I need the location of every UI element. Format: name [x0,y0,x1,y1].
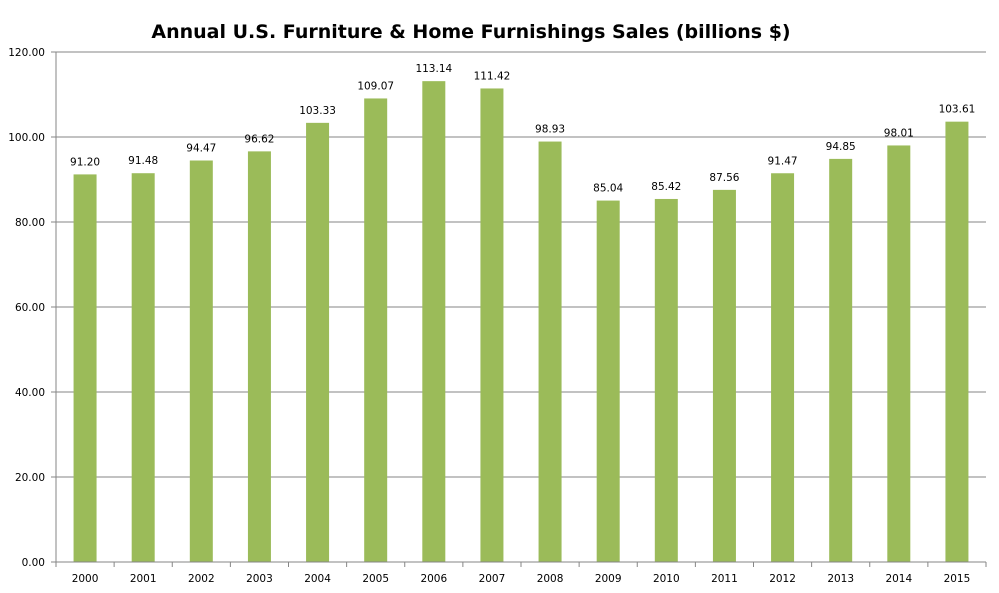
data-label: 96.62 [244,133,274,145]
x-tick-label: 2012 [769,573,796,585]
bar-2002 [189,160,213,562]
bar-2013 [829,158,853,562]
y-tick-label: 120.00 [8,47,45,59]
x-tick-label: 2000 [72,573,99,585]
x-tick-label: 2005 [362,573,389,585]
bar-2011 [712,189,736,562]
x-tick-label: 2003 [246,573,273,585]
bar-2012 [771,173,795,562]
data-label: 85.04 [593,183,623,195]
x-tick-label: 2004 [304,573,331,585]
y-tick-label: 80.00 [15,217,45,229]
y-tick-label: 60.00 [15,302,45,314]
bar-2014 [887,145,911,562]
chart-title: Annual U.S. Furniture & Home Furnishings… [151,21,790,43]
x-tick-label: 2009 [595,573,622,585]
bar-2004 [306,122,330,562]
bar-2010 [654,198,678,562]
y-tick-label: 40.00 [15,387,45,399]
data-label: 109.07 [357,80,394,92]
data-labels: 91.20 91.48 94.47 96.62 103.33 109.07 113.14 11… [70,63,975,194]
bar-2007 [480,88,504,562]
x-tick-label: 2002 [188,573,215,585]
data-label: 91.47 [768,155,798,167]
bar-2008 [538,141,562,563]
x-tick-label: 2001 [130,573,157,585]
data-label: 98.01 [884,127,914,139]
bar-2009 [596,200,620,562]
x-axis: 2000 2001 2002 2003 2004 2005 2006 2007 2008 2009… [55,561,987,585]
data-label: 94.85 [826,141,856,153]
y-axis: 0.00 20.00 40.00 60.00 80.00 100.00 120.00 [8,47,57,569]
y-tick-label: 20.00 [15,472,45,484]
bars [73,81,969,563]
x-tick-label: 2013 [827,573,854,585]
x-tick-label: 2010 [653,573,680,585]
data-label: 103.33 [299,105,336,117]
data-label: 113.14 [415,63,452,75]
bar-2005 [364,98,388,562]
bar-2003 [247,151,271,563]
data-label: 85.42 [651,181,681,193]
x-tick-label: 2008 [537,573,564,585]
data-label: 87.56 [709,172,739,184]
x-tick-label: 2015 [944,573,971,585]
data-label: 103.61 [939,104,976,116]
x-tick-label: 2011 [711,573,738,585]
data-label: 91.48 [128,155,158,167]
y-tick-label: 100.00 [8,132,45,144]
bar-2001 [131,173,155,562]
bar-2015 [945,121,969,562]
data-label: 91.20 [70,156,100,168]
bar-2000 [73,174,97,562]
data-label: 94.47 [186,143,216,155]
bar-2006 [422,81,446,562]
x-tick-label: 2007 [479,573,506,585]
data-label: 111.42 [474,70,511,82]
data-label: 98.93 [535,124,565,136]
x-tick-label: 2014 [885,573,912,585]
x-tick-label: 2006 [420,573,447,585]
y-tick-label: 0.00 [22,557,45,569]
